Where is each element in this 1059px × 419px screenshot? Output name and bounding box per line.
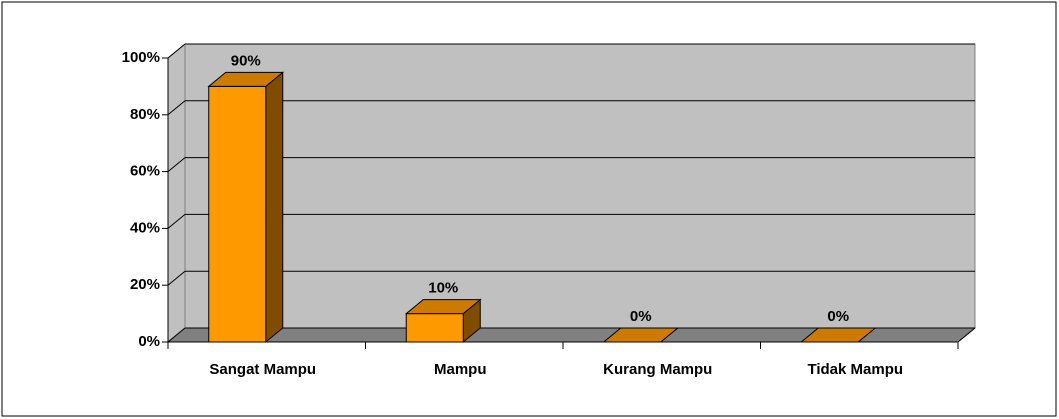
bar-top — [404, 299, 482, 315]
back-wall — [184, 43, 976, 329]
bar-side — [265, 71, 284, 344]
bar — [404, 298, 482, 344]
bar — [207, 71, 285, 344]
y-tick-label: 0% — [138, 333, 160, 350]
bar — [602, 327, 680, 343]
grid-line — [167, 327, 186, 343]
bar-top — [207, 71, 285, 87]
grid-line — [167, 100, 186, 116]
data-label: 10% — [428, 280, 458, 297]
y-tick-label: 60% — [130, 163, 160, 180]
x-tick-label: Tidak Mampu — [807, 361, 903, 378]
x-tick-label: Mampu — [434, 361, 487, 378]
y-tick-label: 20% — [130, 276, 160, 293]
y-tick-label: 80% — [130, 106, 160, 123]
x-axis-depth — [957, 327, 976, 343]
bar-front — [208, 85, 267, 343]
bar-front — [405, 313, 464, 343]
data-label: 0% — [630, 308, 652, 325]
y-tick-label: 100% — [122, 49, 160, 66]
side-wall — [167, 42, 186, 344]
grid-line — [167, 43, 186, 59]
bar-top — [602, 327, 680, 343]
data-label: 90% — [231, 52, 261, 69]
grid-line — [167, 157, 186, 172]
bar — [799, 327, 877, 343]
x-tick-label: Kurang Mampu — [603, 361, 712, 378]
grid-line — [167, 214, 186, 229]
data-label: 0% — [827, 308, 849, 325]
y-tick-label: 40% — [130, 219, 160, 236]
bar-top — [799, 327, 877, 343]
x-tick-label: Sangat Mampu — [209, 361, 316, 378]
grid-line — [167, 270, 186, 286]
